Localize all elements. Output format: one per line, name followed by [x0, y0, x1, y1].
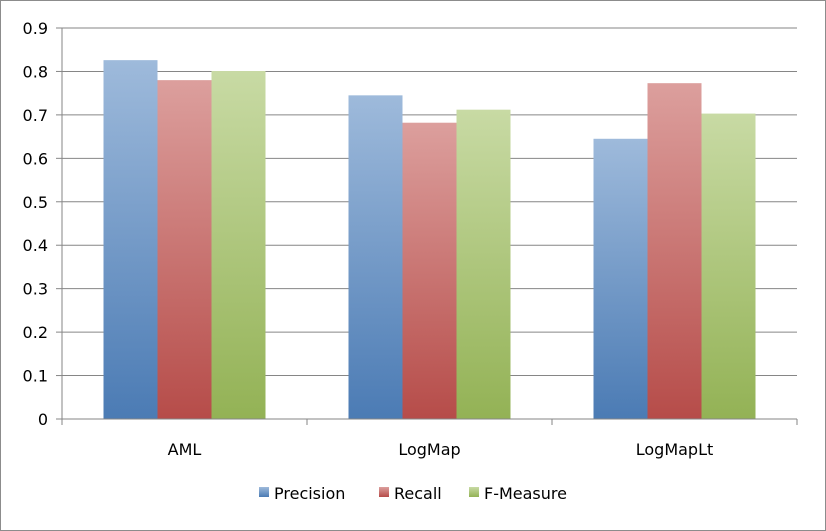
y-tick-label: 0.4: [23, 236, 48, 255]
x-axis: AML LogMap LogMapLt: [61, 418, 798, 459]
legend-swatch-precision: [259, 487, 269, 497]
legend-label-precision: Precision: [274, 484, 345, 503]
y-tick-label: 0.2: [23, 323, 48, 342]
x-category-label: LogMap: [398, 440, 460, 459]
y-tick-label: 0.9: [23, 19, 48, 38]
legend-swatch-recall: [379, 487, 389, 497]
y-tick-label: 0.7: [23, 106, 48, 125]
y-tick-label: 0.1: [23, 367, 48, 386]
legend-label-f-measure: F-Measure: [484, 484, 567, 503]
bars: [103, 60, 756, 420]
legend-swatch-f-measure: [469, 487, 479, 497]
legend-label-recall: Recall: [394, 484, 442, 503]
y-tick-label: 0.5: [23, 193, 48, 212]
y-axis: 0 0.1 0.2 0.3 0.4 0.5 0.6 0.7 0.8 0.9: [23, 19, 63, 429]
bar-precision-aml: [103, 60, 158, 419]
x-category-label: AML: [168, 440, 202, 459]
bar-f-measure-aml: [211, 71, 266, 419]
bar-precision-logmaplt: [593, 138, 648, 420]
y-tick-label: 0.6: [23, 149, 48, 168]
y-tick-label: 0: [38, 410, 48, 429]
bar-precision-logmap: [348, 95, 403, 419]
bar-recall-logmaplt: [647, 83, 702, 420]
legend: Precision Recall F-Measure: [259, 484, 567, 503]
y-tick-label: 0.8: [23, 62, 48, 81]
bar-recall-aml: [157, 80, 212, 419]
y-tick-label: 0.3: [23, 280, 48, 299]
bar-recall-logmap: [402, 122, 457, 419]
bar-f-measure-logmaplt: [701, 113, 756, 419]
bar-f-measure-logmap: [456, 109, 511, 420]
x-category-label: LogMapLt: [636, 440, 714, 459]
